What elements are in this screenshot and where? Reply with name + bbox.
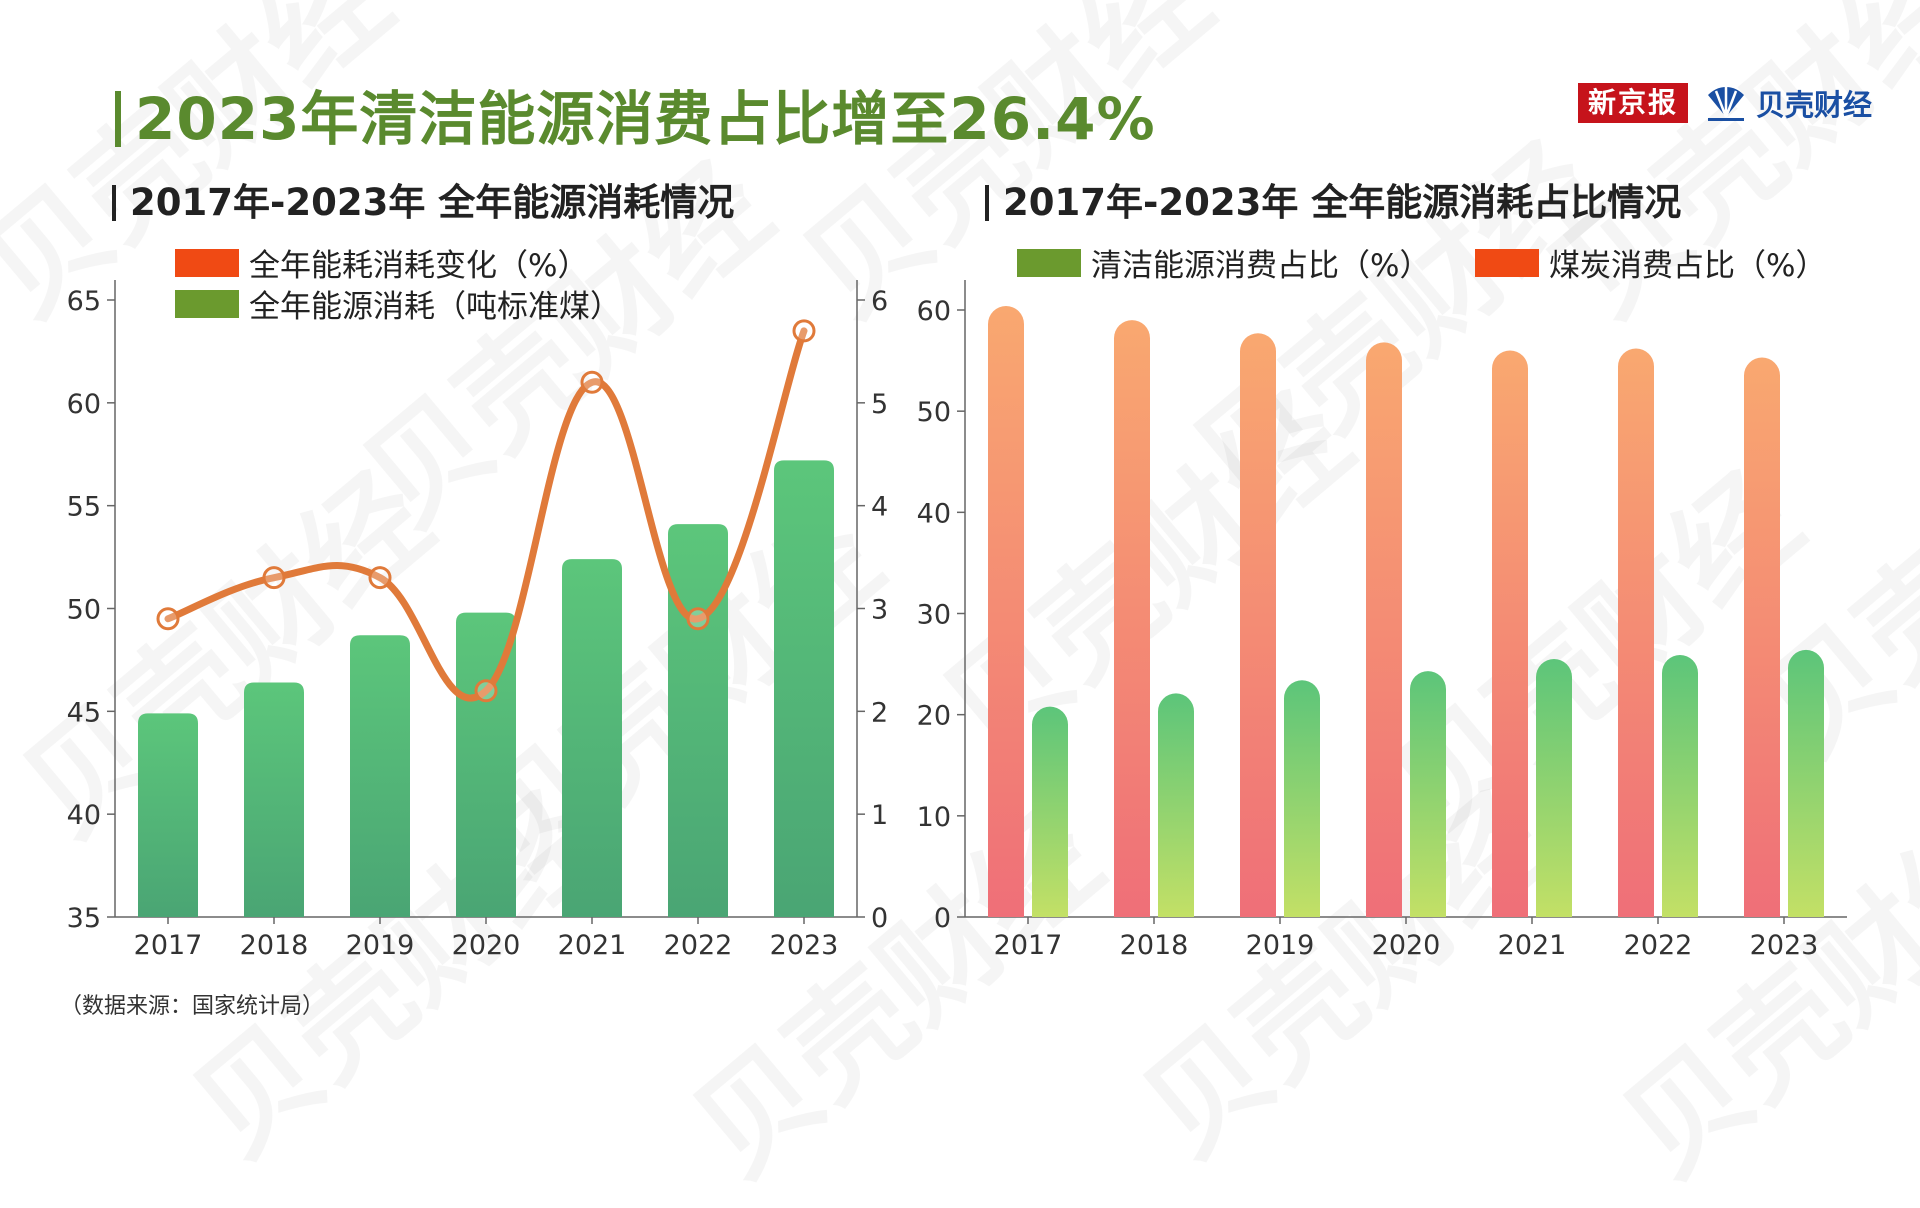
xinjingbao-logo: 新京报 [1577, 83, 1688, 123]
energy-change-point [368, 566, 392, 590]
legend-swatch-coal [1475, 248, 1539, 277]
legend-label-energy-change: 全年能耗消耗变化（%） [249, 248, 589, 284]
x-tick-label: 2022 [664, 930, 733, 961]
share-y-tick-label: 30 [917, 600, 951, 631]
share-x-tick-label: 2022 [1624, 930, 1693, 961]
share-y-tick-label: 60 [917, 296, 951, 327]
clean-energy-share-bar [1284, 680, 1320, 917]
share-y-tick-label: 40 [917, 498, 951, 529]
legend-item-clean-energy: 清洁能源消费占比（%） [1017, 240, 1430, 285]
share-x-tick-label: 2021 [1498, 930, 1567, 961]
clean-energy-share-bar [1788, 649, 1824, 917]
right-y-tick-label: 4 [871, 492, 888, 523]
legend-item-coal: 煤炭消费占比（%） [1475, 240, 1826, 285]
left-chart-title-text: 2017年-2023年 全年能源消耗情况 [130, 181, 735, 224]
energy-consumption-bar [562, 559, 622, 917]
right-chart-title: 2017年-2023年 全年能源消耗占比情况 [985, 172, 1681, 226]
legend-swatch-green [175, 289, 239, 318]
energy-change-point [474, 679, 498, 703]
beike-logo-text: 贝壳财经 [1755, 88, 1872, 122]
x-tick-label: 2021 [558, 930, 627, 961]
left-y-tick-label: 65 [67, 286, 101, 317]
energy-consumption-bar [138, 713, 198, 917]
energy-consumption-bar [244, 682, 304, 917]
brand-logos: 新京报 贝壳财经 [1577, 82, 1872, 124]
right-y-tick-label: 1 [871, 800, 888, 831]
x-tick-label: 2023 [770, 930, 839, 961]
share-y-tick-label: 20 [917, 701, 951, 732]
left-y-tick-label: 40 [67, 800, 101, 831]
left-y-tick-label: 50 [67, 595, 101, 626]
right-y-tick-label: 2 [871, 697, 888, 728]
share-y-tick-label: 0 [934, 903, 951, 934]
page-title: 2023年清洁能源消费占比增至26.4% [115, 72, 1156, 156]
share-x-tick-label: 2017 [994, 930, 1063, 961]
energy-change-point [792, 319, 816, 343]
share-y-tick-label: 50 [917, 397, 951, 428]
coal-share-bar [1744, 357, 1780, 917]
clean-energy-share-bar [1410, 671, 1446, 917]
coal-share-bar [1366, 342, 1402, 918]
right-y-tick-label: 0 [871, 903, 888, 934]
left-y-tick-label: 55 [67, 492, 101, 523]
right-y-tick-label: 6 [871, 286, 888, 317]
energy-change-point [686, 607, 710, 631]
x-tick-label: 2020 [452, 930, 521, 961]
right-title-accent-bar [985, 185, 989, 221]
energy-consumption-bar [350, 635, 410, 917]
clean-energy-share-bar [1536, 659, 1572, 917]
legend-label-coal: 煤炭消费占比（%） [1549, 248, 1827, 284]
coal-share-bar [988, 305, 1024, 917]
share-x-tick-label: 2018 [1120, 930, 1189, 961]
energy-change-point [580, 370, 604, 394]
left-chart-title: 2017年-2023年 全年能源消耗情况 [112, 172, 734, 226]
energy-share-chart: 0 10 20 30 40 50 60 2017 2018 2019 2020 2021 2022 202… [917, 280, 1847, 961]
legend-item-energy-change: 全年能耗消耗变化（%） [175, 240, 588, 285]
legend-item-energy-consumption: 全年能源消耗（吨标准煤） [175, 281, 621, 326]
left-y-tick-label: 35 [67, 903, 101, 934]
clean-energy-share-bar [1158, 693, 1194, 917]
energy-change-point [262, 566, 286, 590]
legend-label-energy-consumption: 全年能源消耗（吨标准煤） [249, 289, 621, 325]
x-tick-label: 2019 [346, 930, 415, 961]
right-y-tick-label: 3 [871, 595, 888, 626]
energy-consumption-bar [668, 524, 728, 917]
energy-consumption-bar [456, 612, 516, 917]
coal-share-bar [1240, 333, 1276, 918]
x-tick-label: 2018 [240, 930, 309, 961]
data-source-note: （数据来源：国家统计局） [60, 994, 325, 1019]
legend-swatch-clean [1017, 248, 1081, 277]
share-x-tick-label: 2020 [1372, 930, 1441, 961]
share-x-tick-label: 2019 [1246, 930, 1315, 961]
coal-share-bar [1492, 350, 1528, 917]
x-tick-label: 2017 [134, 930, 203, 961]
share-x-tick-label: 2023 [1750, 930, 1819, 961]
right-chart-title-text: 2017年-2023年 全年能源消耗占比情况 [1003, 181, 1682, 224]
title-accent-bar [115, 91, 121, 147]
energy-consumption-bar [774, 460, 834, 917]
beike-logo: 贝壳财经 [1702, 82, 1872, 124]
legend-swatch-orange [175, 248, 239, 277]
left-title-accent-bar [112, 185, 116, 221]
energy-change-point [156, 607, 180, 631]
right-y-tick-label: 5 [871, 389, 888, 420]
clean-energy-share-bar [1032, 706, 1068, 917]
coal-share-bar [1618, 348, 1654, 917]
share-y-tick-label: 10 [917, 802, 951, 833]
page-title-text: 2023年清洁能源消费占比增至26.4% [135, 85, 1156, 153]
legend-label-clean-energy: 清洁能源消费占比（%） [1091, 248, 1431, 284]
energy-change-line [164, 327, 808, 702]
coal-share-bar [1114, 320, 1150, 917]
clean-energy-share-bar [1662, 654, 1698, 917]
shell-icon [1707, 87, 1744, 121]
left-y-tick-label: 45 [67, 697, 101, 728]
left-y-tick-label: 60 [67, 389, 101, 420]
